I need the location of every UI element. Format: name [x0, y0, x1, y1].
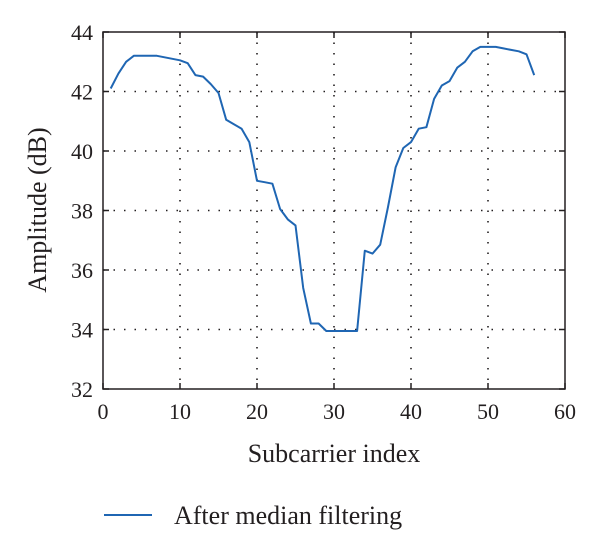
y-tick-label: 44 [71, 20, 93, 45]
y-tick-label: 36 [71, 258, 93, 283]
y-tick-label: 38 [71, 199, 93, 224]
x-tick-label: 20 [246, 399, 268, 424]
series-line [109, 45, 536, 332]
legend-label: After median filtering [174, 501, 402, 530]
x-tick-label: 0 [98, 399, 109, 424]
x-tick-label: 30 [323, 399, 345, 424]
y-tick-label: 42 [71, 80, 93, 105]
x-axis-label: Subcarrier index [248, 439, 421, 468]
x-tick-label: 40 [400, 399, 422, 424]
series-layer [109, 45, 536, 332]
legend: After median filtering [104, 501, 402, 530]
y-tick-label: 34 [71, 318, 93, 343]
tick-labels: 0 10 20 30 40 50 60 32 34 36 38 40 42 44 [71, 20, 576, 424]
y-axis-label: Amplitude (dB) [23, 127, 52, 292]
grid [103, 32, 565, 389]
x-tick-label: 10 [169, 399, 191, 424]
axis-ticks [102, 31, 566, 390]
x-tick-label: 50 [477, 399, 499, 424]
y-tick-label: 32 [71, 377, 93, 402]
y-tick-label: 40 [71, 139, 93, 164]
x-tick-label: 60 [554, 399, 576, 424]
